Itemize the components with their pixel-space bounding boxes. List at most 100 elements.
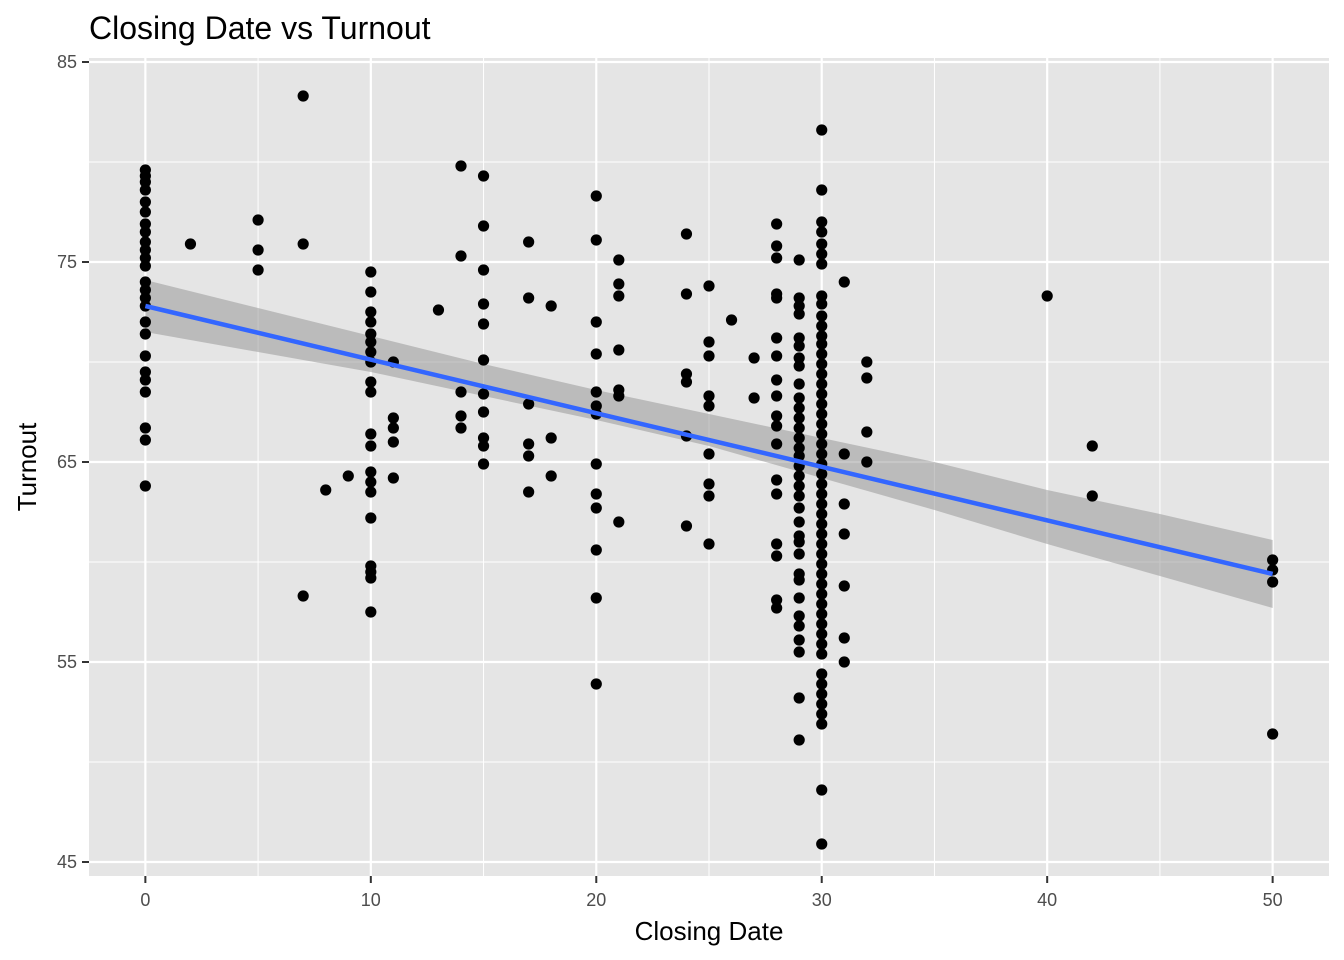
data-point xyxy=(1086,440,1098,452)
data-point xyxy=(613,278,625,290)
data-point xyxy=(477,440,490,452)
data-point xyxy=(771,252,783,264)
data-point xyxy=(816,358,828,370)
data-point xyxy=(816,398,828,410)
data-point xyxy=(139,196,151,208)
data-point xyxy=(771,240,783,252)
data-point xyxy=(793,692,805,704)
data-point xyxy=(816,348,828,360)
data-point xyxy=(139,480,151,492)
data-point xyxy=(139,206,151,218)
data-point xyxy=(816,648,828,660)
data-point xyxy=(838,498,850,510)
data-point xyxy=(680,520,693,532)
data-point xyxy=(816,784,828,796)
data-point xyxy=(139,374,151,386)
data-point xyxy=(365,440,377,452)
data-point xyxy=(365,386,377,398)
data-point xyxy=(816,628,828,640)
data-point xyxy=(816,418,828,430)
data-point xyxy=(816,258,828,270)
data-point xyxy=(613,254,625,266)
data-point xyxy=(816,618,828,630)
data-point xyxy=(523,398,535,410)
data-point xyxy=(816,330,828,342)
data-point xyxy=(816,184,828,196)
data-point xyxy=(1267,728,1279,740)
data-point xyxy=(365,336,377,348)
data-point xyxy=(816,298,828,310)
data-point xyxy=(252,264,264,276)
data-point xyxy=(793,502,805,514)
data-point xyxy=(477,318,490,330)
data-point xyxy=(793,734,805,746)
data-point xyxy=(523,450,535,462)
data-point xyxy=(748,392,760,404)
data-point xyxy=(793,490,805,502)
data-point xyxy=(387,412,399,424)
data-point xyxy=(365,286,377,298)
data-point xyxy=(432,304,445,316)
data-point xyxy=(793,634,805,646)
data-point xyxy=(771,374,783,386)
data-point xyxy=(590,190,602,202)
data-point xyxy=(771,488,783,500)
data-point xyxy=(816,838,828,850)
data-point xyxy=(139,284,151,296)
data-point xyxy=(613,344,625,356)
data-point xyxy=(771,332,783,344)
data-point xyxy=(816,488,828,500)
data-point xyxy=(793,332,805,344)
data-point xyxy=(613,516,625,528)
data-point xyxy=(793,340,805,352)
data-point xyxy=(703,400,715,412)
data-point xyxy=(816,320,828,332)
data-point xyxy=(816,568,828,580)
data-point xyxy=(861,426,873,438)
data-point xyxy=(139,328,151,340)
data-point xyxy=(477,264,490,276)
data-point xyxy=(703,448,715,460)
data-point xyxy=(816,598,828,610)
data-point xyxy=(816,478,828,490)
data-point xyxy=(816,438,828,450)
data-point xyxy=(613,290,625,302)
data-point xyxy=(1267,554,1279,566)
data-point xyxy=(771,410,783,422)
data-point xyxy=(139,236,151,248)
x-axis-title: Closing Date xyxy=(635,916,784,946)
data-point xyxy=(297,238,309,250)
data-point xyxy=(816,226,828,238)
data-point xyxy=(793,536,805,548)
data-point xyxy=(816,216,828,228)
data-point xyxy=(252,214,264,226)
data-point xyxy=(816,378,828,390)
chart-title: Closing Date vs Turnout xyxy=(89,10,431,46)
data-point xyxy=(816,498,828,510)
data-point xyxy=(793,592,805,604)
data-point xyxy=(523,486,535,498)
data-point xyxy=(816,718,828,730)
data-point xyxy=(838,448,850,460)
data-point xyxy=(590,234,602,246)
data-point xyxy=(838,528,850,540)
data-point xyxy=(793,292,805,304)
data-point xyxy=(793,432,805,444)
data-point xyxy=(703,390,715,402)
data-point xyxy=(680,368,693,380)
data-point xyxy=(816,248,828,260)
data-point xyxy=(816,588,828,600)
data-point xyxy=(816,290,828,302)
data-point xyxy=(523,236,535,248)
data-point xyxy=(771,438,783,450)
data-point xyxy=(139,276,151,288)
data-point xyxy=(545,300,557,312)
data-point xyxy=(455,250,467,262)
data-point xyxy=(297,590,309,602)
data-point xyxy=(590,386,602,398)
data-point xyxy=(793,516,805,528)
data-point xyxy=(477,298,490,310)
data-point xyxy=(139,434,151,446)
y-tick-label: 85 xyxy=(57,52,77,72)
